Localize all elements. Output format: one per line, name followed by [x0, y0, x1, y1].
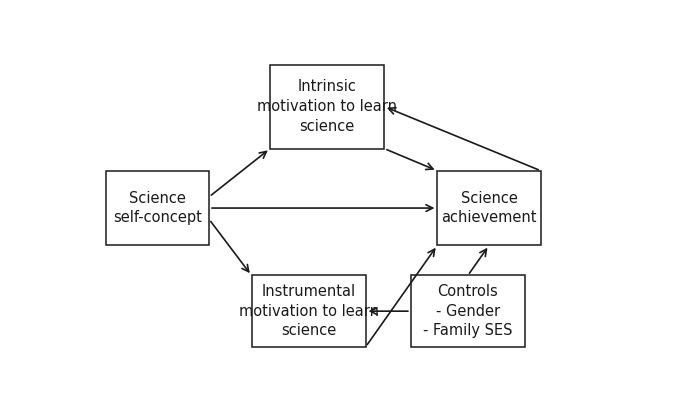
FancyBboxPatch shape [270, 65, 384, 149]
Text: Science
self-concept: Science self-concept [113, 191, 201, 225]
Text: Controls
- Gender
- Family SES: Controls - Gender - Family SES [423, 284, 512, 339]
FancyBboxPatch shape [437, 171, 541, 245]
FancyBboxPatch shape [251, 276, 366, 347]
FancyBboxPatch shape [105, 171, 209, 245]
Text: Science
achievement: Science achievement [441, 191, 537, 225]
FancyBboxPatch shape [411, 276, 525, 347]
Text: Instrumental
motivation to learn
science: Instrumental motivation to learn science [238, 284, 379, 339]
Text: Intrinsic
motivation to learn
science: Intrinsic motivation to learn science [257, 79, 397, 134]
